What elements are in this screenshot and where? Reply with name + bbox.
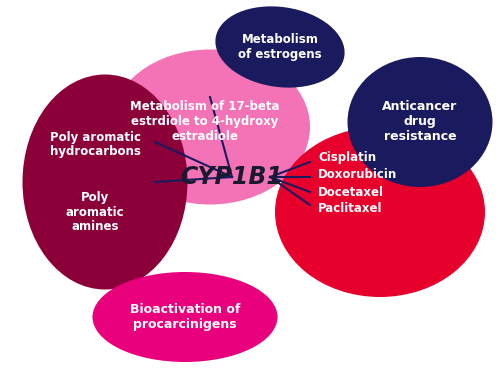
Text: Metabolism of 17-beta
estrdiole to 4-hydroxy
estradiole: Metabolism of 17-beta estrdiole to 4-hyd… <box>130 101 280 144</box>
Text: Doxorubicin: Doxorubicin <box>318 167 397 181</box>
Ellipse shape <box>110 49 310 204</box>
Text: Bioactivation of
procarcinigens: Bioactivation of procarcinigens <box>130 303 240 331</box>
Ellipse shape <box>92 272 278 362</box>
Ellipse shape <box>348 57 492 187</box>
Text: Anticancer
drug
resistance: Anticancer drug resistance <box>382 101 458 144</box>
Ellipse shape <box>216 6 344 87</box>
Text: Poly aromatic
hydrocarbons


Poly
aromatic
amines: Poly aromatic hydrocarbons Poly aromatic… <box>50 130 140 233</box>
Ellipse shape <box>22 75 188 290</box>
Text: Cisplatin: Cisplatin <box>318 150 376 164</box>
Text: Metabolism
of estrogens: Metabolism of estrogens <box>238 33 322 61</box>
Ellipse shape <box>275 127 485 297</box>
Text: Docetaxel: Docetaxel <box>318 185 384 199</box>
Text: Paclitaxel: Paclitaxel <box>318 202 382 216</box>
Text: CYP1B1: CYP1B1 <box>180 165 284 189</box>
